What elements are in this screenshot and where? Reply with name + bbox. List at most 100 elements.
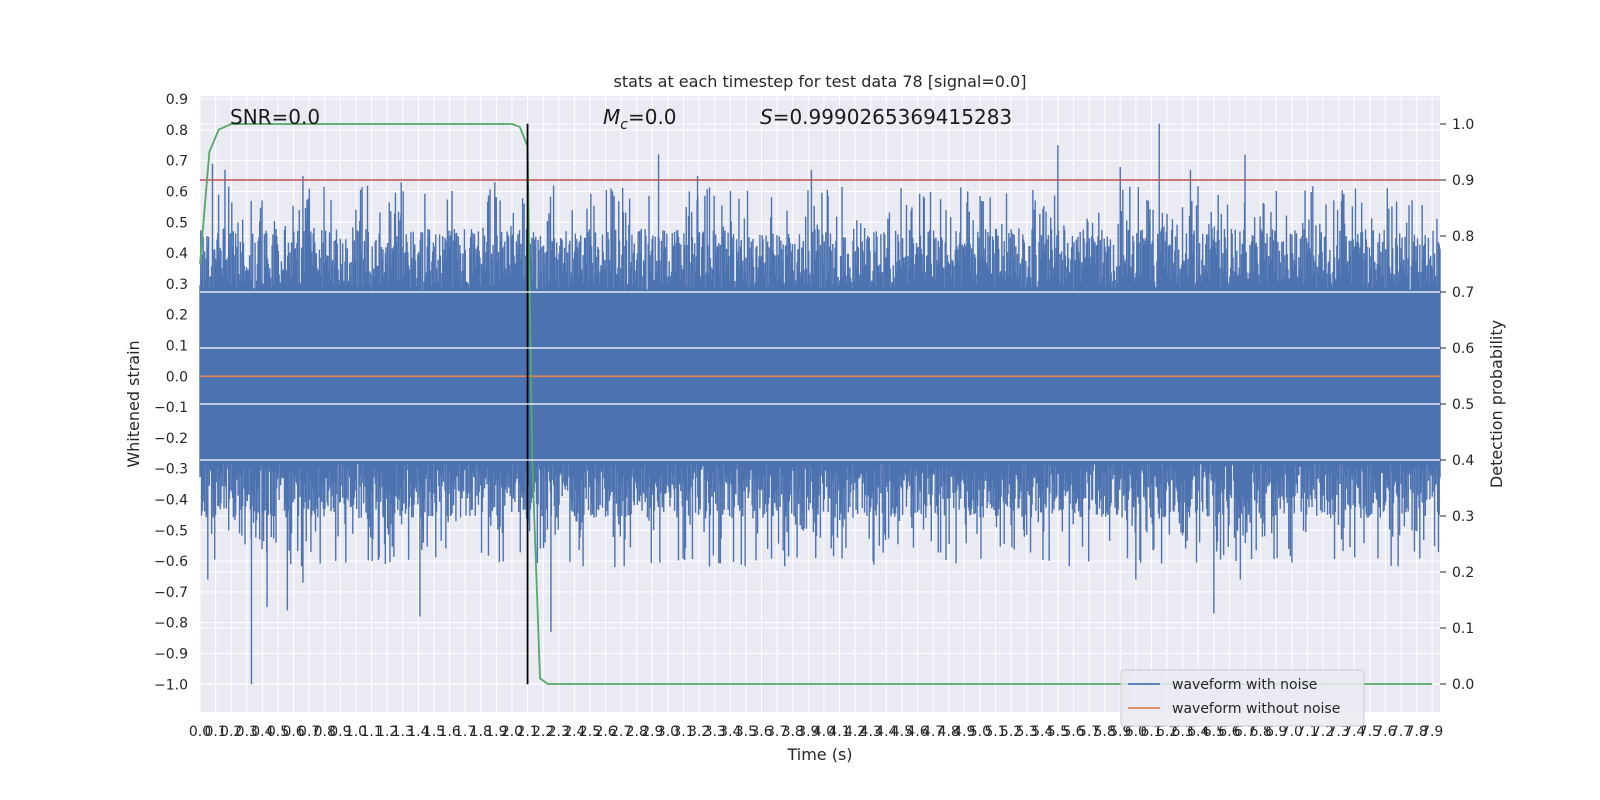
y2-tick-label: 1.0	[1452, 117, 1474, 133]
x-tick-label: 7.1	[1296, 724, 1318, 740]
x-tick-label: 3.1	[672, 724, 694, 740]
x-tick-label: 2.0	[501, 724, 523, 740]
x-tick-label: 7.7	[1390, 724, 1412, 740]
y-tick-label: 0.0	[166, 369, 188, 385]
x-tick-label: 0.7	[298, 724, 320, 740]
x-tick-label: 3.2	[688, 724, 710, 740]
x-tick-label: 1.4	[407, 724, 429, 740]
annotation-statistic-value: =0.9990265369415283	[773, 105, 1012, 129]
y-tick-label: −0.7	[154, 585, 188, 601]
x-tick-label: 0.3	[236, 724, 258, 740]
annotation-chirp-mass-subscript: c	[620, 117, 628, 133]
annotation-chirp-mass-value: =0.0	[628, 105, 677, 129]
x-axis-label: Time (s)	[786, 745, 852, 764]
y-tick-label: −0.5	[154, 523, 188, 539]
y2-axis-label: Detection probability	[1487, 320, 1506, 488]
x-tick-label: 7.6	[1374, 724, 1396, 740]
x-tick-label: 4.2	[844, 724, 866, 740]
y-axis-label: Whitened strain	[124, 340, 143, 467]
x-tick-label: 6.9	[1265, 724, 1287, 740]
x-tick-label: 4.0	[813, 724, 835, 740]
y-tick-label: −0.8	[154, 616, 188, 632]
x-tick-label: 2.8	[626, 724, 648, 740]
y-tick-label: −0.6	[154, 554, 188, 570]
y-tick-label: −0.9	[154, 646, 188, 662]
x-tick-label: 7.8	[1405, 724, 1427, 740]
x-tick-label: 6.5	[1203, 724, 1225, 740]
x-tick-label: 0.9	[329, 724, 351, 740]
annotation-statistic-symbol: S	[760, 105, 773, 129]
x-tick-label: 6.4	[1187, 724, 1209, 740]
x-tick-label: 1.8	[470, 724, 492, 740]
x-tick-label: 3.8	[782, 724, 804, 740]
x-tick-label: 1.0	[345, 724, 367, 740]
y2-tick-label: 0.2	[1452, 565, 1474, 581]
x-tick-label: 0.8	[314, 724, 336, 740]
x-tick-label: 7.0	[1281, 724, 1303, 740]
legend: waveform with noise waveform without noi…	[1120, 669, 1365, 727]
y-tick-label: −0.1	[154, 400, 188, 416]
x-tick-label: 5.8	[1094, 724, 1116, 740]
y-tick-label: 0.7	[166, 154, 188, 170]
x-tick-label: 0.6	[282, 724, 304, 740]
y-tick-label: −0.4	[154, 492, 188, 508]
x-tick-label: 5.9	[1109, 724, 1131, 740]
x-tick-label: 7.5	[1359, 724, 1381, 740]
x-tick-label: 7.4	[1343, 724, 1365, 740]
x-tick-label: 2.1	[516, 724, 538, 740]
x-tick-label: 5.4	[1031, 724, 1053, 740]
x-tick-label: 2.4	[563, 724, 585, 740]
legend-label-with-noise: waveform with noise	[1172, 677, 1317, 693]
y-tick-label: −0.2	[154, 431, 188, 447]
y2-tick-labels: 1.0 0.9 0.8 0.7 0.6 0.5 0.4 0.3 0.2 0.1 0.0	[1440, 117, 1474, 693]
x-tick-label: 4.3	[860, 724, 882, 740]
x-tick-label: 6.7	[1234, 724, 1256, 740]
x-tick-label: 1.3	[392, 724, 414, 740]
x-tick-label: 6.6	[1218, 724, 1240, 740]
y-tick-label: 0.3	[166, 277, 188, 293]
x-tick-label: 7.9	[1421, 724, 1443, 740]
annotation-chirp-mass-symbol: M	[603, 105, 620, 129]
y-tick-labels: 0.9 0.8 0.7 0.6 0.5 0.4 0.3 0.2 0.1 0.0 −0.1 −0.2 −0…	[154, 92, 188, 693]
x-tick-label: 7.2	[1312, 724, 1334, 740]
legend-label-without-noise: waveform without noise	[1172, 701, 1340, 717]
y2-tick-label: 0.8	[1452, 229, 1474, 245]
annotation-snr: SNR=0.0	[230, 105, 320, 129]
x-tick-label: 1.2	[376, 724, 398, 740]
x-tick-label: 6.3	[1172, 724, 1194, 740]
x-tick-label: 6.0	[1125, 724, 1147, 740]
y2-tick-label: 0.7	[1452, 285, 1474, 301]
x-tick-label: 2.9	[641, 724, 663, 740]
x-tick-label: 6.1	[1140, 724, 1162, 740]
y-tick-label: 0.2	[166, 308, 188, 324]
x-tick-label: 5.0	[969, 724, 991, 740]
x-tick-label: 1.6	[438, 724, 460, 740]
y2-grid-overlay	[200, 291, 1440, 461]
y-tick-label: 0.8	[166, 123, 188, 139]
x-tick-label: 7.3	[1327, 724, 1349, 740]
x-tick-label: 5.5	[1047, 724, 1069, 740]
x-tick-label: 6.8	[1249, 724, 1271, 740]
y2-tick-label: 0.3	[1452, 509, 1474, 525]
x-tick-label: 2.3	[548, 724, 570, 740]
x-tick-label: 2.2	[532, 724, 554, 740]
x-tick-label: 1.1	[360, 724, 382, 740]
x-tick-label: 3.9	[797, 724, 819, 740]
y2-tick-label: 0.6	[1452, 341, 1474, 357]
x-tick-label: 6.2	[1156, 724, 1178, 740]
x-tick-label: 3.6	[750, 724, 772, 740]
y-tick-label: 0.1	[166, 338, 188, 354]
chart-title: stats at each timestep for test data 78 …	[614, 72, 1027, 91]
x-tick-labels: 0.00.10.20.30.40.50.60.70.80.91.01.11.21…	[189, 724, 1443, 740]
y2-tick-label: 0.9	[1452, 173, 1474, 189]
legend-box	[1120, 669, 1365, 727]
x-tick-label: 4.1	[828, 724, 850, 740]
x-tick-label: 2.5	[579, 724, 601, 740]
x-tick-label: 0.1	[204, 724, 226, 740]
x-tick-label: 1.7	[454, 724, 476, 740]
x-tick-label: 1.9	[485, 724, 507, 740]
x-tick-label: 3.0	[657, 724, 679, 740]
y-tick-label: 0.9	[166, 92, 188, 108]
y-tick-label: −0.3	[154, 462, 188, 478]
